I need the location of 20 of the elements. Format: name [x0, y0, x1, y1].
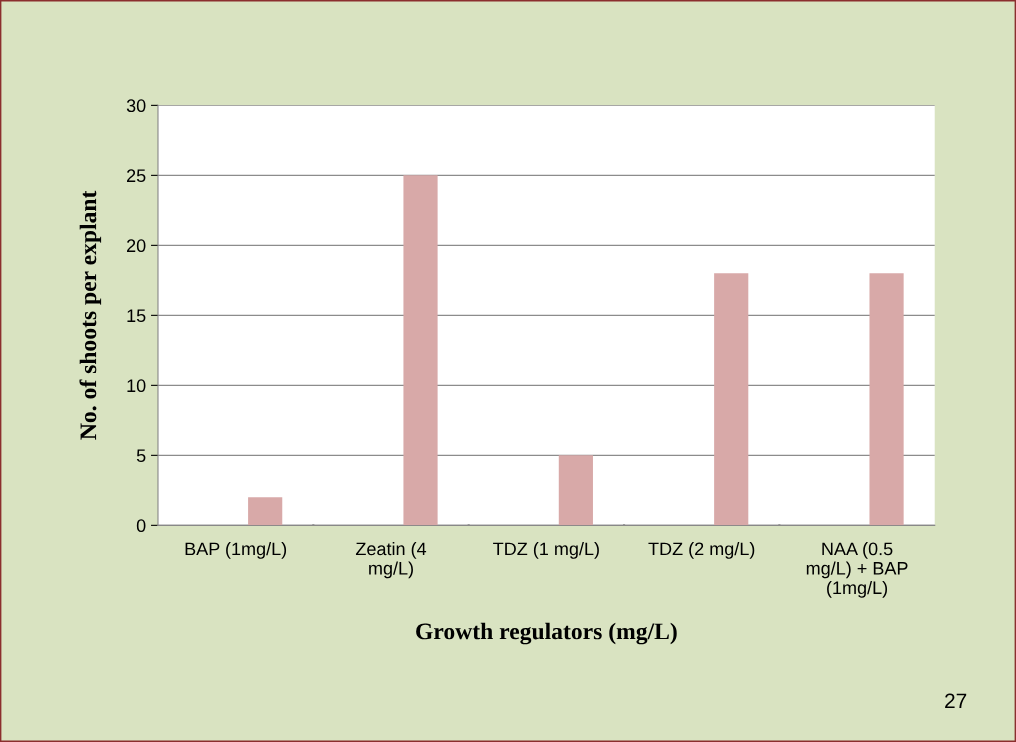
bar [248, 497, 283, 526]
y-tick-label: 5 [136, 449, 146, 463]
x-axis-title: Growth regulators (mg/L) [416, 622, 677, 645]
bar [869, 273, 904, 526]
y-tick-label: 20 [127, 239, 146, 253]
bar [714, 273, 749, 526]
x-tick-label: BAP (1mg/L) [185, 542, 287, 559]
y-tick-label: 0 [136, 519, 146, 533]
y-tick-label: 15 [127, 309, 146, 323]
y-tick-label: 25 [127, 169, 146, 183]
bar [403, 175, 438, 526]
y-axis-title: No. of shoots per explant [79, 190, 102, 440]
y-tick-label: 10 [127, 379, 146, 393]
x-tick-label: Zeatin (4 mg/L) [355, 542, 427, 579]
x-tick-label: TDZ (1 mg/L) [493, 542, 599, 559]
y-tick-label: 30 [126, 99, 146, 113]
text: 27 [945, 693, 967, 708]
x-tick-label: TDZ (2 mg/L) [648, 542, 755, 559]
x-tick-label: NAA (0.5 mg/L) + BAP (1mg/L) [806, 542, 908, 598]
bar [558, 455, 593, 526]
